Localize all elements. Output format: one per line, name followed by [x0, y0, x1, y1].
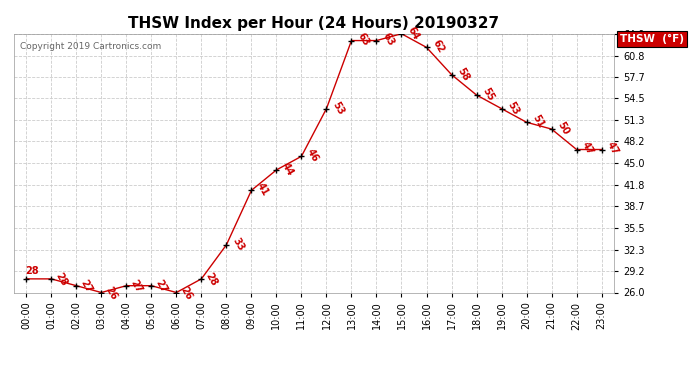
Text: 50: 50 [555, 120, 571, 136]
Text: 47: 47 [605, 140, 621, 157]
Text: 63: 63 [380, 32, 395, 48]
Text: 33: 33 [230, 236, 246, 252]
Text: 26: 26 [104, 285, 119, 302]
Text: 46: 46 [305, 147, 321, 164]
Text: 27: 27 [79, 278, 95, 295]
Text: 53: 53 [505, 100, 521, 116]
Text: 64: 64 [405, 25, 421, 41]
Text: 28: 28 [204, 271, 219, 288]
Text: 27: 27 [154, 278, 169, 295]
Text: 27: 27 [129, 278, 144, 295]
Text: 63: 63 [355, 32, 371, 48]
Text: Copyright 2019 Cartronics.com: Copyright 2019 Cartronics.com [20, 42, 161, 51]
Text: 47: 47 [580, 140, 595, 157]
Text: 58: 58 [455, 66, 471, 82]
Text: 55: 55 [480, 86, 495, 103]
Text: 62: 62 [431, 38, 446, 55]
Text: 28: 28 [25, 266, 39, 276]
Text: 51: 51 [531, 113, 546, 130]
Title: THSW Index per Hour (24 Hours) 20190327: THSW Index per Hour (24 Hours) 20190327 [128, 16, 500, 31]
Text: 41: 41 [255, 181, 270, 198]
Text: THSW  (°F): THSW (°F) [620, 34, 684, 44]
Text: 44: 44 [280, 161, 295, 177]
Text: 26: 26 [179, 285, 195, 302]
Text: 53: 53 [331, 100, 346, 116]
Text: 28: 28 [54, 271, 69, 288]
